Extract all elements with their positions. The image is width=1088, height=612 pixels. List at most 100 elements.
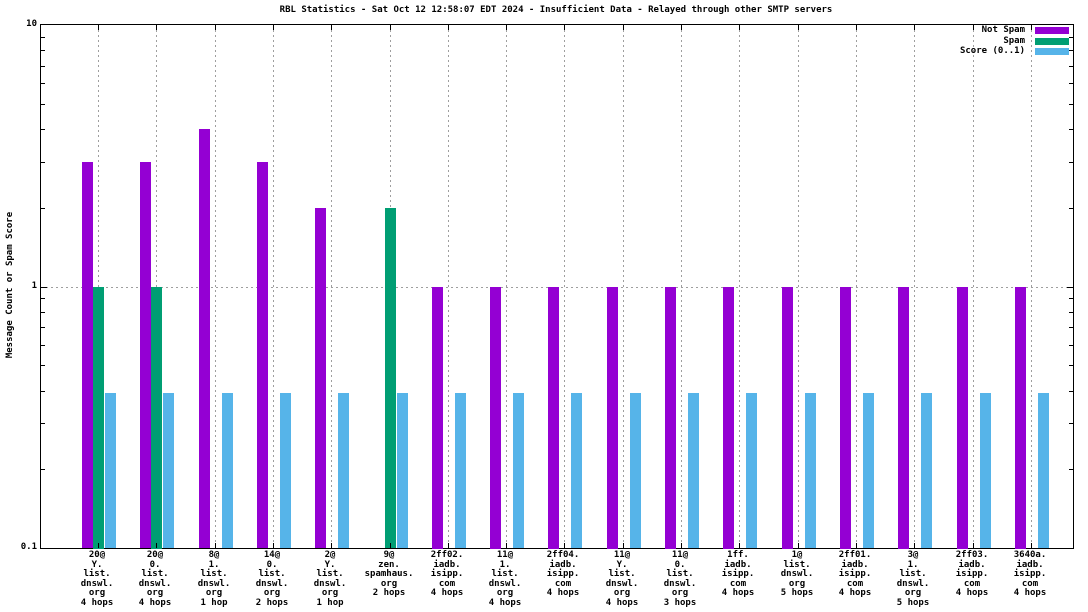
x-tick [914,543,915,548]
x-tick [273,25,274,30]
bar-not-spam [257,162,268,548]
bar-not-spam [199,129,210,548]
bar-score-0-1 [805,393,816,548]
y-tick-label: 10 [26,19,37,29]
y-minor-tick [1069,312,1073,313]
x-tick [215,25,216,30]
legend-item-label: Spam [1003,35,1025,46]
bar-score-0-1 [630,393,641,548]
x-tick-label: 14@ 0. list. dnswl. org 2 hops [255,550,289,608]
vertical-gridline [506,25,508,548]
y-minor-tick [1069,327,1073,328]
bar-score-0-1 [688,393,699,548]
chart-title: RBL Statistics - Sat Oct 12 12:58:07 EDT… [279,5,833,15]
bar-spam [151,287,162,549]
x-tick-label: 2@ Y. list. dnswl. org 1 hop [313,550,347,608]
vertical-gridline [98,25,99,548]
y-minor-tick [41,298,45,299]
x-tick-label: 2ff03. iadb. isipp. com 4 hops [955,550,989,599]
bar-score-0-1 [571,393,582,548]
x-tick-label: 8@ 1. list. dnswl. org 1 hop [197,550,231,608]
bar-not-spam [723,287,734,549]
bar-score-0-1 [163,393,174,548]
legend-swatch [1035,37,1069,45]
x-tick [156,543,157,548]
x-tick [798,543,799,548]
x-tick [973,25,974,30]
legend-swatch [1035,48,1069,55]
x-tick-label: 9@ zen. spamhaus. org 2 hops [364,550,414,599]
x-tick [98,543,99,548]
x-tick [1031,25,1032,30]
bar-not-spam [1015,287,1026,549]
x-tick-label: 3640a. iadb. isipp. com 4 hops [1013,550,1047,599]
y-minor-tick [41,50,45,51]
bar-score-0-1 [863,393,874,548]
bar-not-spam [490,287,501,549]
x-tick-label: 1ff. iadb. isipp. com 4 hops [721,550,755,599]
bar-not-spam [898,287,909,549]
y-minor-tick [1069,298,1073,299]
x-tick [564,543,565,548]
x-tick [506,25,507,30]
bar-not-spam [840,287,851,549]
x-tick [98,25,99,30]
x-tick-label: 11@ Y. list. dnswl. org 4 hops [605,550,639,608]
x-tick-label: 11@ 0. list. dnswl. org 3 hops [663,550,697,608]
bar-score-0-1 [1038,393,1049,548]
legend-item-label: Score (0..1) [959,46,1025,56]
x-tick [331,25,332,30]
y-minor-tick [1069,391,1073,392]
y-minor-tick [41,423,45,424]
x-tick-label: 11@ 1. list. dnswl. org 4 hops [488,550,522,608]
y-major-tick [41,287,47,288]
x-tick [1031,543,1032,548]
y-minor-tick [1069,37,1073,38]
x-tick [623,543,624,548]
y-minor-tick [41,83,45,84]
y-minor-tick [1069,208,1073,209]
x-tick [856,543,857,548]
x-tick [856,25,857,30]
x-tick [739,25,740,30]
y-minor-tick [41,66,45,67]
bar-score-0-1 [455,393,466,548]
vertical-gridline [797,25,799,548]
y-minor-tick [1069,469,1073,470]
vertical-gridline [622,25,624,548]
y-minor-tick [1069,104,1073,105]
x-tick-label: 1@ list. dnswl. org 5 hops [780,550,814,599]
bar-score-0-1 [280,393,291,548]
x-tick [448,543,449,548]
x-tick-label: 3@ 1. list. dnswl. org 5 hops [896,550,930,608]
y-minor-tick [1069,83,1073,84]
y-minor-tick [41,391,45,392]
plot-area [40,24,1074,549]
y-minor-tick [41,208,45,209]
y-minor-tick [41,312,45,313]
vertical-gridline [447,25,449,548]
x-tick [564,25,565,30]
bar-score-0-1 [105,393,116,548]
vertical-gridline [739,25,741,548]
vertical-gridline [914,25,916,548]
x-tick-label: 2ff04. iadb. isipp. com 4 hops [546,550,580,599]
bar-not-spam [432,287,443,549]
y-minor-tick [41,162,45,163]
y-minor-tick [1069,345,1073,346]
x-tick [390,543,391,548]
y-minor-tick [1069,162,1073,163]
vertical-gridline [681,25,682,548]
y-minor-tick [1069,66,1073,67]
bar-not-spam [782,287,793,549]
x-tick [506,543,507,548]
bar-score-0-1 [980,393,991,548]
y-tick-label: 0.1 [20,542,37,552]
y-minor-tick [41,345,45,346]
y-minor-tick [1069,50,1073,51]
bar-score-0-1 [921,393,932,548]
bar-score-0-1 [397,393,408,548]
x-tick-label: 20@ 0. list. dnswl. org 4 hops [138,550,172,608]
legend-item-label: Not Spam [981,25,1025,35]
bar-not-spam [315,208,326,548]
